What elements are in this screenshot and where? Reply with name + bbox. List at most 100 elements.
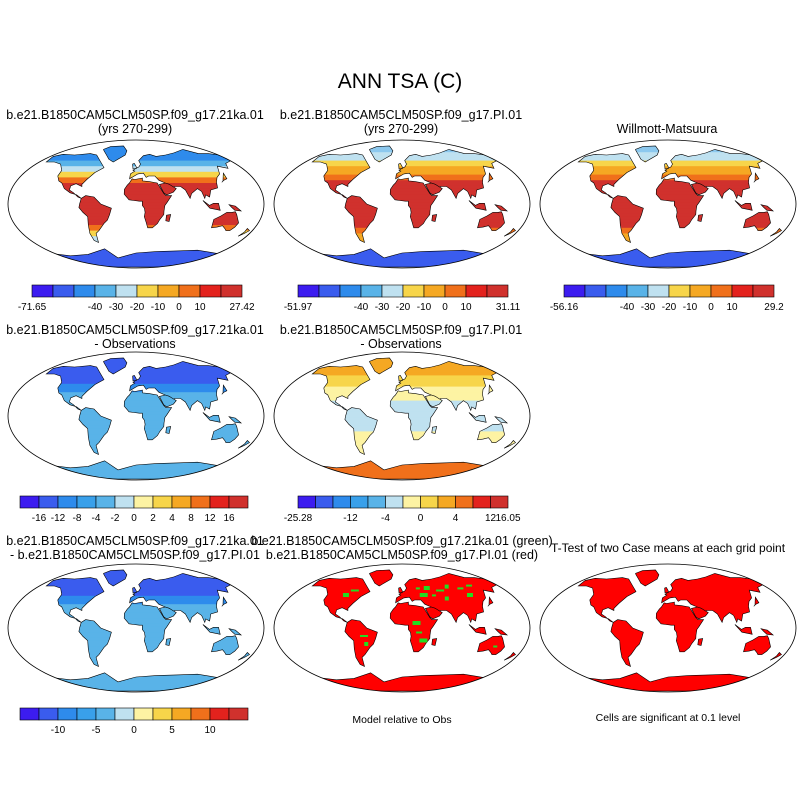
colorbar-6-swatch — [38, 707, 59, 721]
colorbar-3-swatch — [647, 284, 670, 298]
colorbar-2-swatch — [339, 284, 362, 298]
colorbar-2-label: -30 — [375, 302, 390, 313]
colorbar-3-swatch — [605, 284, 628, 298]
colorbar-5-swatch — [420, 495, 439, 509]
colorbar-6-swatch — [19, 707, 40, 721]
panel-6-title: b.e21.B1850CAM5CLM50SP.f09_g17.21ka.01 -… — [0, 534, 270, 562]
colorbar-4-swatch — [19, 495, 40, 509]
map-panel-2 — [273, 139, 531, 269]
colorbar-4-label: -2 — [111, 513, 120, 524]
colorbar-5-label: -25.28 — [284, 513, 313, 524]
colorbar-1-swatch — [73, 284, 96, 298]
colorbar-6-swatch — [133, 707, 154, 721]
colorbar-6-label: 5 — [169, 725, 175, 736]
colorbar-4-label: -8 — [73, 513, 82, 524]
colorbar-1-swatch — [136, 284, 159, 298]
panel-5-title-line1: b.e21.B1850CAM5CLM50SP.f09_g17.PI.01 — [279, 323, 523, 337]
colorbar-6-swatch — [190, 707, 211, 721]
panel-7-title-line2: b.e21.B1850CAM5CLM50SP.f09_g17.PI.01 (re… — [265, 548, 539, 562]
colorbar-5-swatch — [490, 495, 509, 509]
colorbar-1-swatch — [157, 284, 180, 298]
colorbar-2-label: -40 — [354, 302, 369, 313]
colorbar-6-swatch — [209, 707, 230, 721]
colorbar-6-swatch — [57, 707, 78, 721]
colorbar-5-swatch — [402, 495, 421, 509]
map-panel-8 — [539, 563, 797, 693]
colorbar-1-swatch — [94, 284, 117, 298]
colorbar-2-label: 10 — [460, 302, 472, 313]
colorbar-3-swatch — [689, 284, 712, 298]
colorbar-1-label: -71.65 — [18, 302, 47, 313]
panel-4-title-line2: - Observations — [94, 337, 176, 351]
colorbar-2-swatch — [381, 284, 404, 298]
panel-5-title-line2: - Observations — [360, 337, 442, 351]
colorbar-panel-1: -71.65 -40 -30 -20 -10 0 10 27.42 — [18, 284, 255, 313]
colorbar-3-label: -10 — [683, 302, 698, 313]
colorbar-2-swatch — [318, 284, 341, 298]
colorbar-2-label: -20 — [396, 302, 411, 313]
colorbar-6-swatch — [171, 707, 192, 721]
colorbar-3-swatch — [563, 284, 586, 298]
panel-1-title: b.e21.B1850CAM5CLM50SP.f09_g17.21ka.01 (… — [0, 108, 270, 136]
panel-8-title: T-Test of two Case means at each grid po… — [536, 541, 800, 555]
map-panel-4 — [7, 351, 265, 481]
colorbar-4-swatch — [133, 495, 154, 509]
colorbar-4-label: 0 — [131, 513, 137, 524]
colorbar-1-label: 27.42 — [229, 302, 254, 313]
panel-7-title-line1: b.e21.B1850CAM5CLM50SP.f09_g17.21ka.01 (… — [251, 534, 553, 548]
colorbar-4-label: 16 — [223, 513, 235, 524]
colorbar-4-label: -12 — [51, 513, 66, 524]
colorbar-3-label: -30 — [641, 302, 656, 313]
colorbar-1-label: -40 — [88, 302, 103, 313]
colorbar-1-swatch — [31, 284, 54, 298]
colorbar-3-swatch — [710, 284, 733, 298]
panel-5-title: b.e21.B1850CAM5CLM50SP.f09_g17.PI.01 - O… — [266, 323, 536, 351]
colorbar-panel-6: -10 -5 0 5 10 — [19, 707, 249, 736]
colorbar-4-label: 2 — [150, 513, 156, 524]
colorbar-1-label: -20 — [130, 302, 145, 313]
colorbar-5-label: 16.05 — [495, 513, 520, 524]
colorbar-4-label: 12 — [204, 513, 216, 524]
colorbar-2-swatch — [402, 284, 425, 298]
panel-3-title-line1: Willmott-Matsuura — [616, 122, 718, 136]
colorbar-1-swatch — [199, 284, 222, 298]
colorbar-2-label: 31.11 — [496, 302, 521, 313]
colorbar-2-swatch — [297, 284, 320, 298]
panel-2-title-line1: b.e21.B1850CAM5CLM50SP.f09_g17.PI.01 — [279, 108, 523, 122]
panel-6-title-line2: - b.e21.B1850CAM5CLM50SP.f09_g17.PI.01 — [10, 548, 260, 562]
colorbar-3-label: -56.16 — [550, 302, 579, 313]
colorbar-3-swatch — [752, 284, 775, 298]
colorbar-4-swatch — [171, 495, 192, 509]
colorbar-1-swatch — [52, 284, 75, 298]
map-panel-7 — [273, 563, 531, 693]
colorbar-2-swatch — [423, 284, 446, 298]
colorbar-3-label: -20 — [662, 302, 677, 313]
colorbar-4-swatch — [114, 495, 135, 509]
colorbar-6-swatch — [76, 707, 97, 721]
colorbar-2-label: 0 — [442, 302, 448, 313]
colorbar-2-label: -51.97 — [284, 302, 313, 313]
colorbar-4-swatch — [57, 495, 78, 509]
colorbar-5-swatch — [437, 495, 456, 509]
colorbar-3-swatch — [668, 284, 691, 298]
colorbar-1-label: -30 — [109, 302, 124, 313]
panel-4-title: b.e21.B1850CAM5CLM50SP.f09_g17.21ka.01 -… — [0, 323, 270, 351]
colorbar-3-label: 0 — [708, 302, 714, 313]
colorbar-5-label: -12 — [343, 513, 358, 524]
colorbar-3-swatch — [584, 284, 607, 298]
colorbar-4-label: -4 — [92, 513, 101, 524]
colorbar-3-label: 10 — [726, 302, 738, 313]
colorbar-panel-2: -51.97 -40 -30 -20 -10 0 10 31.11 — [284, 284, 521, 313]
colorbar-2-swatch — [444, 284, 467, 298]
colorbar-panel-5: -25.28 -12 -4 0 4 12 16.05 — [284, 495, 521, 524]
panel-6-title-line1: b.e21.B1850CAM5CLM50SP.f09_g17.21ka.01 — [6, 534, 264, 548]
colorbar-6-label: 0 — [131, 725, 137, 736]
panel-3-title: Willmott-Matsuura — [532, 122, 800, 136]
colorbar-5-swatch — [367, 495, 386, 509]
colorbar-5-swatch — [385, 495, 404, 509]
colorbar-4-swatch — [190, 495, 211, 509]
colorbar-5-swatch — [332, 495, 351, 509]
colorbar-1-label: 0 — [176, 302, 182, 313]
colorbar-1-label: 10 — [194, 302, 206, 313]
map-panel-5 — [273, 351, 531, 481]
